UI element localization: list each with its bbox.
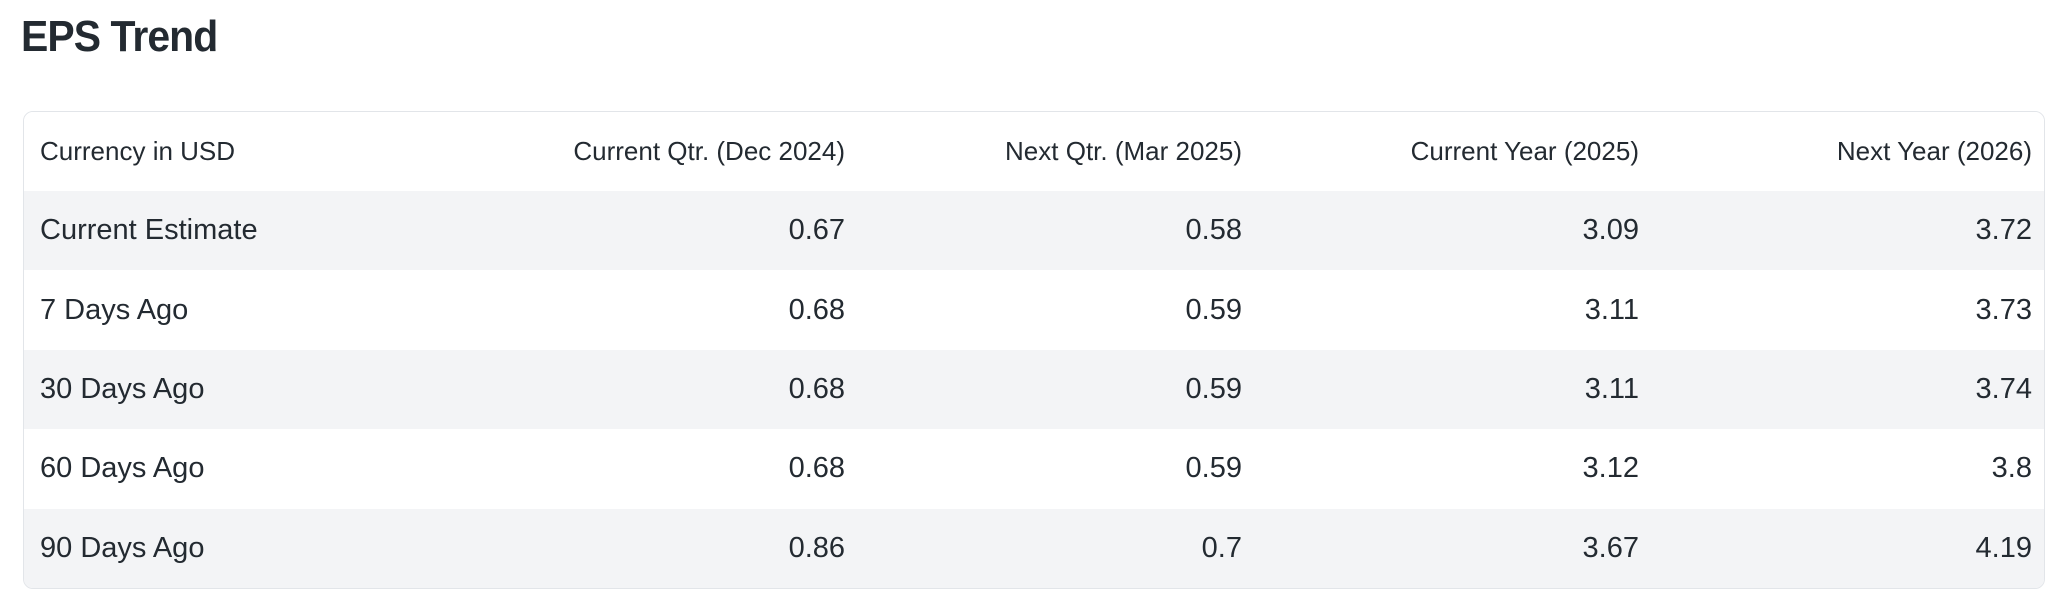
column-header-current-qtr: Current Qtr. (Dec 2024) xyxy=(573,136,846,166)
row-label: Current Estimate xyxy=(40,214,258,247)
value-cell: 3.8 xyxy=(1991,452,2032,485)
table-row-7-days-ago: 7 Days Ago 0.68 0.59 3.11 3.73 xyxy=(24,270,2044,350)
value-cell: 3.74 xyxy=(1975,372,2032,405)
value-cell: 0.67 xyxy=(788,214,846,247)
value-cell: 0.59 xyxy=(1185,372,1242,405)
value-cell: 3.12 xyxy=(1582,452,1639,485)
value-cell: 0.7 xyxy=(1201,531,1242,564)
column-header-current-year: Current Year (2025) xyxy=(1410,136,1639,166)
value-cell: 3.67 xyxy=(1582,531,1639,564)
value-cell: 3.72 xyxy=(1975,214,2032,247)
table-row-30-days-ago: 30 Days Ago 0.68 0.59 3.11 3.74 xyxy=(24,349,2044,430)
eps-trend-table: Currency in USD Current Qtr. (Dec 2024) … xyxy=(24,112,2044,588)
value-cell: 3.09 xyxy=(1582,214,1639,247)
value-cell: 0.68 xyxy=(788,293,846,326)
table-row-60-days-ago: 60 Days Ago 0.68 0.59 3.12 3.8 xyxy=(24,429,2044,509)
value-cell: 0.68 xyxy=(788,452,846,485)
table-header-row: Currency in USD Current Qtr. (Dec 2024) … xyxy=(24,112,2044,191)
value-cell: 3.11 xyxy=(1584,372,1639,405)
value-cell: 0.59 xyxy=(1185,452,1242,485)
column-header-next-qtr: Next Qtr. (Mar 2025) xyxy=(1005,136,1242,166)
row-label: 30 Days Ago xyxy=(40,372,205,405)
value-cell: 0.58 xyxy=(1185,214,1242,247)
page-title: EPS Trend xyxy=(21,12,218,61)
value-cell: 3.11 xyxy=(1584,293,1639,326)
row-label: 90 Days Ago xyxy=(40,531,205,564)
value-cell: 0.86 xyxy=(788,531,846,564)
table-row-current-estimate: Current Estimate 0.67 0.58 3.09 3.72 xyxy=(24,191,2044,271)
value-cell: 3.73 xyxy=(1975,293,2032,326)
table-row-90-days-ago: 90 Days Ago 0.86 0.7 3.67 4.19 xyxy=(24,508,2044,588)
row-label: 60 Days Ago xyxy=(40,452,205,485)
row-label: 7 Days Ago xyxy=(40,293,189,326)
value-cell: 0.68 xyxy=(788,372,846,405)
column-header-next-year: Next Year (2026) xyxy=(1836,136,2032,166)
column-header-currency: Currency in USD xyxy=(40,136,236,166)
value-cell: 4.19 xyxy=(1975,531,2032,564)
eps-trend-table-card: Currency in USD Current Qtr. (Dec 2024) … xyxy=(23,111,2045,589)
value-cell: 0.59 xyxy=(1185,293,1242,326)
